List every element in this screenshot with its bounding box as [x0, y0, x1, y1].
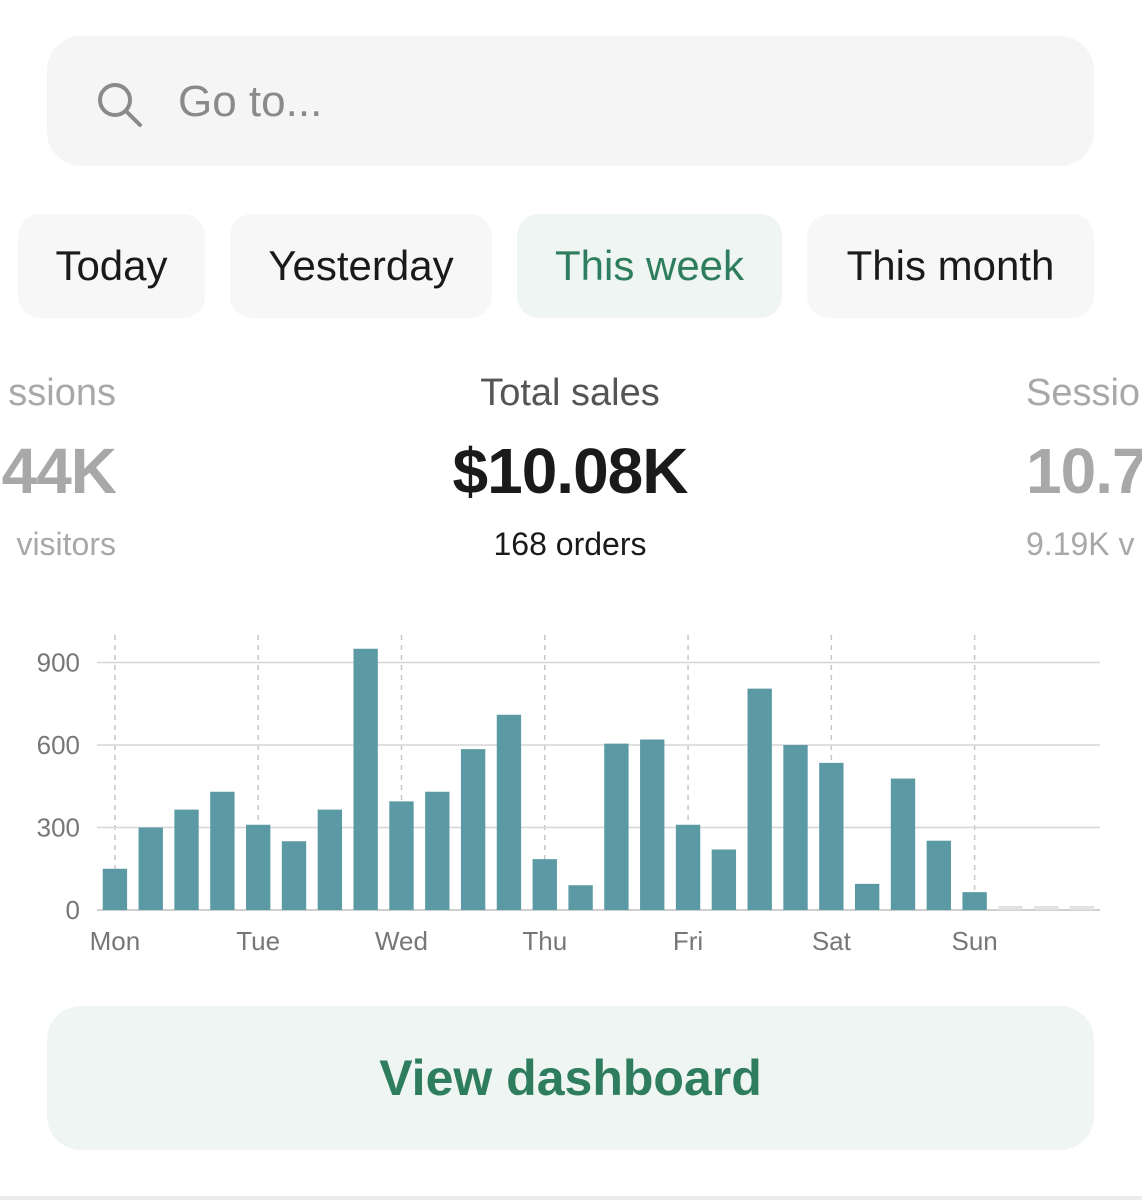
bar: [675, 824, 701, 910]
y-tick-label: 0: [66, 895, 80, 925]
divider: [0, 1196, 1142, 1200]
x-tick-label: Tue: [236, 926, 280, 956]
metric-sub: 168 orders: [493, 526, 647, 562]
bar: [783, 745, 808, 910]
bar: [460, 749, 486, 910]
metric-label: Total sales: [480, 372, 660, 414]
tab-yesterday[interactable]: Yesterday: [230, 214, 492, 318]
metric-value: $10.08K: [452, 435, 689, 507]
view-dashboard-button[interactable]: View dashboard: [47, 1006, 1094, 1150]
y-tick-label: 300: [37, 813, 80, 843]
y-tick-label: 900: [37, 648, 80, 678]
y-tick-label: 600: [37, 730, 80, 760]
bar: [854, 883, 880, 910]
bar: [246, 824, 271, 910]
bar: [281, 841, 307, 910]
bar: [604, 743, 629, 910]
metric-sub: 9.19K v: [1026, 526, 1135, 562]
bar: [747, 688, 772, 910]
bar: [317, 809, 343, 910]
bar: [568, 885, 593, 910]
metric-sub: visitors: [16, 526, 116, 562]
metric-label: ssions: [8, 372, 116, 414]
bar: [926, 840, 951, 910]
bar: [425, 791, 450, 910]
bar: [496, 714, 522, 910]
tab-this-month[interactable]: This month: [807, 214, 1094, 318]
bar: [210, 791, 235, 910]
tab-this-week[interactable]: This week: [517, 214, 782, 318]
metric-value: 44K: [1, 435, 116, 507]
sales-bar-chart: Mon Tue Wed Thu Fri Sat Sun 0 300 600 900: [37, 635, 1100, 956]
x-tick-label: Wed: [375, 926, 428, 956]
bar: [640, 739, 665, 910]
bar: [532, 859, 557, 910]
tab-today[interactable]: Today: [18, 214, 205, 318]
bar: [962, 892, 987, 910]
x-tick-label: Thu: [522, 926, 567, 956]
x-tick-label: Sun: [951, 926, 997, 956]
bar: [138, 827, 163, 910]
bar: [389, 801, 414, 910]
x-tick-label: Fri: [673, 926, 703, 956]
metric-value: 10.7: [1026, 435, 1142, 507]
bar: [711, 849, 737, 910]
metric-card-sessions-right[interactable]: Sessio 10.7 9.19K v: [1026, 372, 1142, 563]
metric-card-sessions-left[interactable]: ssions 44K visitors: [0, 372, 116, 563]
x-tick-label: Sat: [812, 926, 852, 956]
metric-card-total-sales[interactable]: Total sales $10.08K 168 orders: [370, 372, 770, 563]
bar: [353, 648, 378, 910]
bar: [819, 762, 844, 910]
metric-label: Sessio: [1026, 372, 1141, 414]
bar: [102, 868, 128, 910]
x-tick-label: Mon: [90, 926, 141, 956]
search-icon: [98, 83, 142, 127]
search-input[interactable]: [178, 70, 1058, 134]
bar: [890, 778, 916, 910]
bar: [174, 809, 199, 910]
